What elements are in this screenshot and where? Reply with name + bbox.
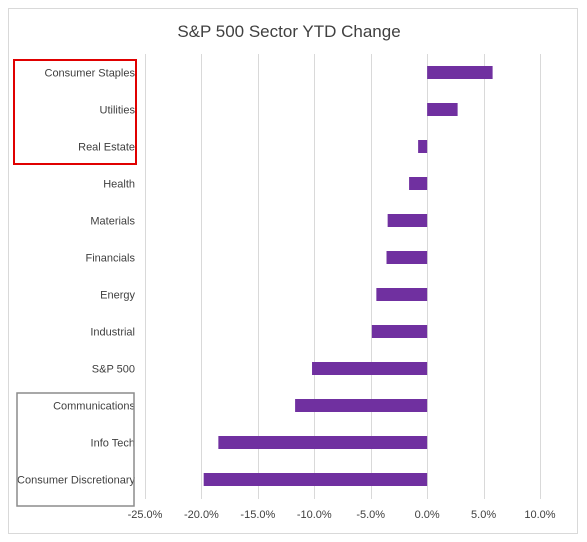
category-label: Utilities	[100, 105, 136, 117]
x-axis-tick-labels: -25.0% -20.0% -15.0% -10.0% -5.0% 0.0% 5.0% 10.…	[128, 509, 556, 521]
category-label: Consumer Discretionary	[17, 475, 135, 487]
category-label: Financials	[85, 253, 135, 265]
category-label: Consumer Staples	[45, 68, 136, 80]
x-tick-label: -10.0%	[297, 509, 332, 521]
x-tick-label: 5.0%	[471, 509, 496, 521]
category-label: Info Tech	[91, 438, 135, 450]
x-tick-label: -15.0%	[240, 509, 275, 521]
category-label: Industrial	[90, 327, 135, 339]
x-tick-label: 0.0%	[415, 509, 440, 521]
chart-title: S&P 500 Sector YTD Change	[177, 22, 400, 41]
bar-s-p-500	[312, 362, 428, 375]
category-labels: Consumer Staples Utilities Real Estate Heal…	[17, 68, 135, 487]
category-label: Real Estate	[78, 142, 135, 154]
highlight-box-bottom	[16, 392, 135, 507]
x-tick-label: -25.0%	[128, 509, 163, 521]
category-label: Communications	[53, 401, 135, 413]
bar-utilities	[427, 103, 458, 116]
bar-communications	[295, 399, 428, 412]
highlight-box-top	[13, 59, 137, 165]
bar-consumer-staples	[427, 66, 493, 79]
bar-health	[409, 177, 428, 190]
bar-real-estate	[418, 140, 428, 153]
x-tick-label: -20.0%	[184, 509, 219, 521]
category-label: Materials	[90, 216, 135, 228]
bar-financials	[386, 251, 428, 264]
highlight-boxes	[13, 59, 137, 507]
bar-materials	[387, 214, 428, 227]
bar-industrial	[371, 325, 428, 338]
bars	[203, 66, 493, 486]
bar-info-tech	[218, 436, 428, 449]
category-label: Health	[103, 179, 135, 191]
category-label: S&P 500	[92, 364, 135, 376]
category-label: Energy	[100, 290, 135, 302]
x-tick-label: 10.0%	[524, 509, 555, 521]
gridlines	[145, 54, 541, 499]
x-tick-label: -5.0%	[356, 509, 385, 521]
bar-consumer-discretionary	[203, 473, 428, 486]
chart-border	[8, 8, 578, 534]
bar-energy	[376, 288, 428, 301]
